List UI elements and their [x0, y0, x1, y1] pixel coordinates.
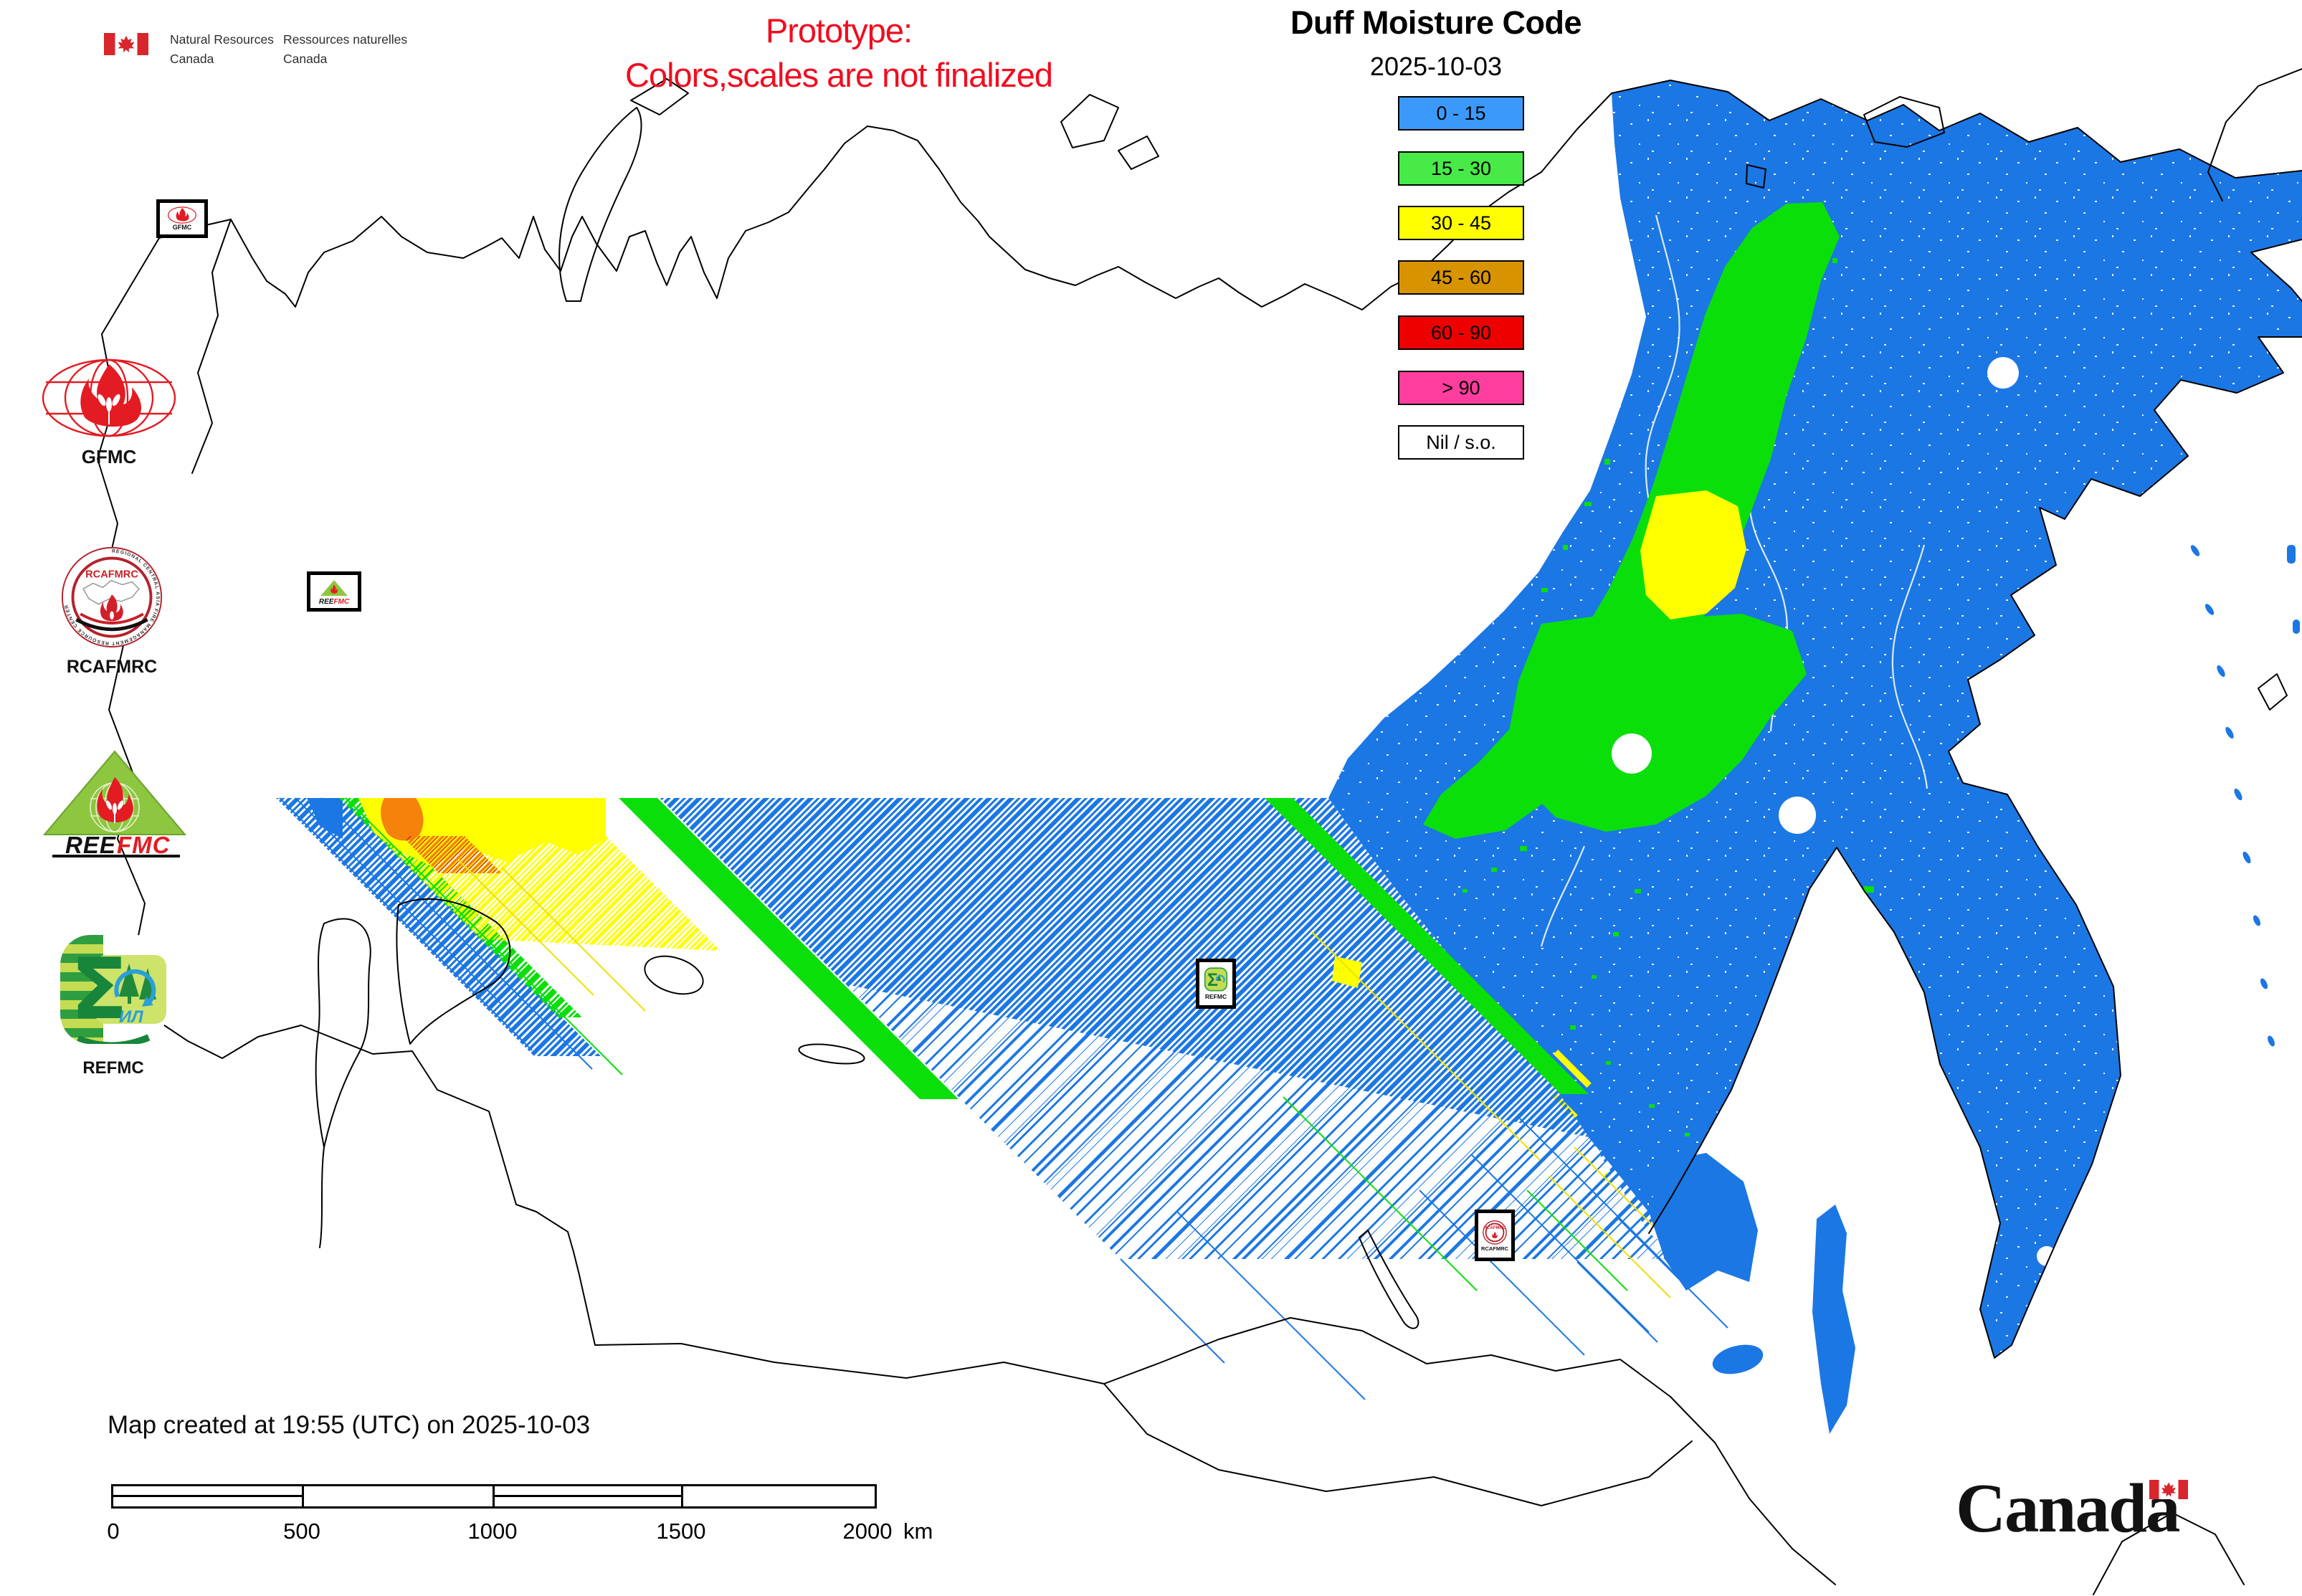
reefmc-logo: REE FMC	[42, 750, 187, 858]
refmc-logo-label: REFMC	[82, 1058, 144, 1078]
prototype-line1: Prototype:	[765, 11, 913, 49]
thin-streaks-green	[345, 797, 1628, 1291]
legend-item-30-45: 30 - 45	[1398, 206, 1524, 240]
scale-tick-1500: 1500	[656, 1519, 706, 1544]
scale-unit: km	[903, 1519, 933, 1544]
reefmc-marker-label-red: FMC	[333, 597, 350, 606]
rcafmrc-map-marker: RCAFMRC RCAFMRC	[1475, 1210, 1515, 1261]
streak-band	[276, 797, 1728, 1400]
map-date: 2025-10-03	[1369, 52, 1503, 81]
thin-streaks-blue	[279, 797, 1728, 1400]
coastlines	[97, 68, 2302, 1595]
signature-french: Ressources naturelles Canada	[283, 30, 407, 69]
page-title: Duff Moisture Code	[1290, 4, 1582, 41]
signature-fr-line2: Canada	[283, 52, 328, 66]
legend-item-60-90: 60 - 90	[1398, 315, 1524, 350]
gfmc-map-marker: GFMC	[156, 199, 208, 238]
reefmc-map-marker: REEFMC	[307, 571, 361, 612]
reefmc-text-black: REE	[65, 832, 116, 858]
scale-tick-2000: 2000	[842, 1519, 893, 1544]
prototype-line2: Colors,scales are not finalized	[625, 56, 1053, 94]
legend-item-15-30: 15 - 30	[1398, 151, 1524, 186]
scale-bar	[111, 1484, 877, 1509]
dmc-region-green	[1423, 202, 1874, 1136]
refmc-logo: Σ ИЛ	[60, 935, 166, 1044]
scale-tick-1000: 1000	[467, 1519, 518, 1544]
rcafmrc-marker-label: RCAFMRC	[1481, 1245, 1508, 1252]
rcafmrc-logo-label: RCAFMRC	[66, 657, 158, 677]
wordmark-flag-icon	[2149, 1480, 2188, 1499]
thin-streaks-yellow	[458, 860, 1671, 1298]
scale-tick-500: 500	[283, 1519, 320, 1544]
scale-div-500	[302, 1486, 304, 1506]
created-timestamp: Map created at 19:55 (UTC) on 2025-10-03	[108, 1411, 591, 1439]
legend-item-45-60: 45 - 60	[1398, 260, 1524, 295]
svg-text:Σ: Σ	[1207, 971, 1218, 990]
reefmc-text-red: FMC	[117, 832, 171, 858]
reefmc-marker-icon	[320, 579, 348, 596]
scale-div-1000	[493, 1486, 495, 1506]
refmc-marker-label: REFMC	[1204, 993, 1227, 1001]
gfmc-logo-label: GFMC	[81, 446, 137, 467]
signature-fr-line1: Ressources naturelles	[283, 32, 408, 47]
canada-flag-icon	[104, 33, 148, 55]
gfmc-marker-icon	[168, 206, 196, 224]
scale-div-1500	[681, 1486, 683, 1506]
svg-text:RCAFMRC: RCAFMRC	[1484, 1226, 1506, 1230]
canada-wordmark: Canada	[1956, 1470, 2180, 1547]
scale-tick-0: 0	[107, 1519, 120, 1544]
scale-half-1	[113, 1495, 302, 1497]
refmc-marker-icon: Σ	[1204, 967, 1228, 992]
reefmc-marker-label-black: REE	[318, 597, 334, 606]
reefmc-marker-label: REEFMC	[318, 597, 350, 606]
signature-en-line1: Natural Resources	[170, 32, 274, 47]
scale-half-3	[495, 1495, 681, 1497]
rcafmrc-logo: REGIONAL CENTRAL ASIA FIRE MANAGEMENT RE…	[61, 546, 163, 648]
rcafmrc-inner-text: RCAFMRC	[85, 569, 138, 581]
signature-english: Natural Resources Canada	[170, 30, 274, 69]
legend-item-nil: Nil / s.o.	[1398, 425, 1524, 460]
rcafmrc-marker-icon: RCAFMRC	[1483, 1220, 1507, 1245]
prototype-warning: Prototype: Colors,scales are not finaliz…	[495, 9, 1183, 98]
signature-en-line2: Canada	[170, 52, 214, 66]
refmc-inner-text: ИЛ	[119, 1007, 143, 1027]
dmc-region-orange-blob	[381, 798, 424, 841]
gfmc-logo	[42, 358, 176, 437]
gfmc-marker-label: GFMC	[172, 224, 192, 231]
legend-item-gt-90: > 90	[1398, 371, 1524, 405]
refmc-map-marker: Σ REFMC	[1196, 959, 1236, 1009]
legend-item-0-15: 0 - 15	[1398, 96, 1524, 130]
